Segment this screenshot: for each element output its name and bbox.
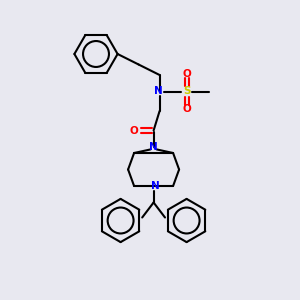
Text: S: S [183,86,190,97]
Text: O: O [130,125,139,136]
Text: N: N [149,142,158,152]
Text: O: O [182,69,191,80]
Text: O: O [182,103,191,114]
Text: N: N [154,86,163,97]
Text: N: N [151,181,160,191]
